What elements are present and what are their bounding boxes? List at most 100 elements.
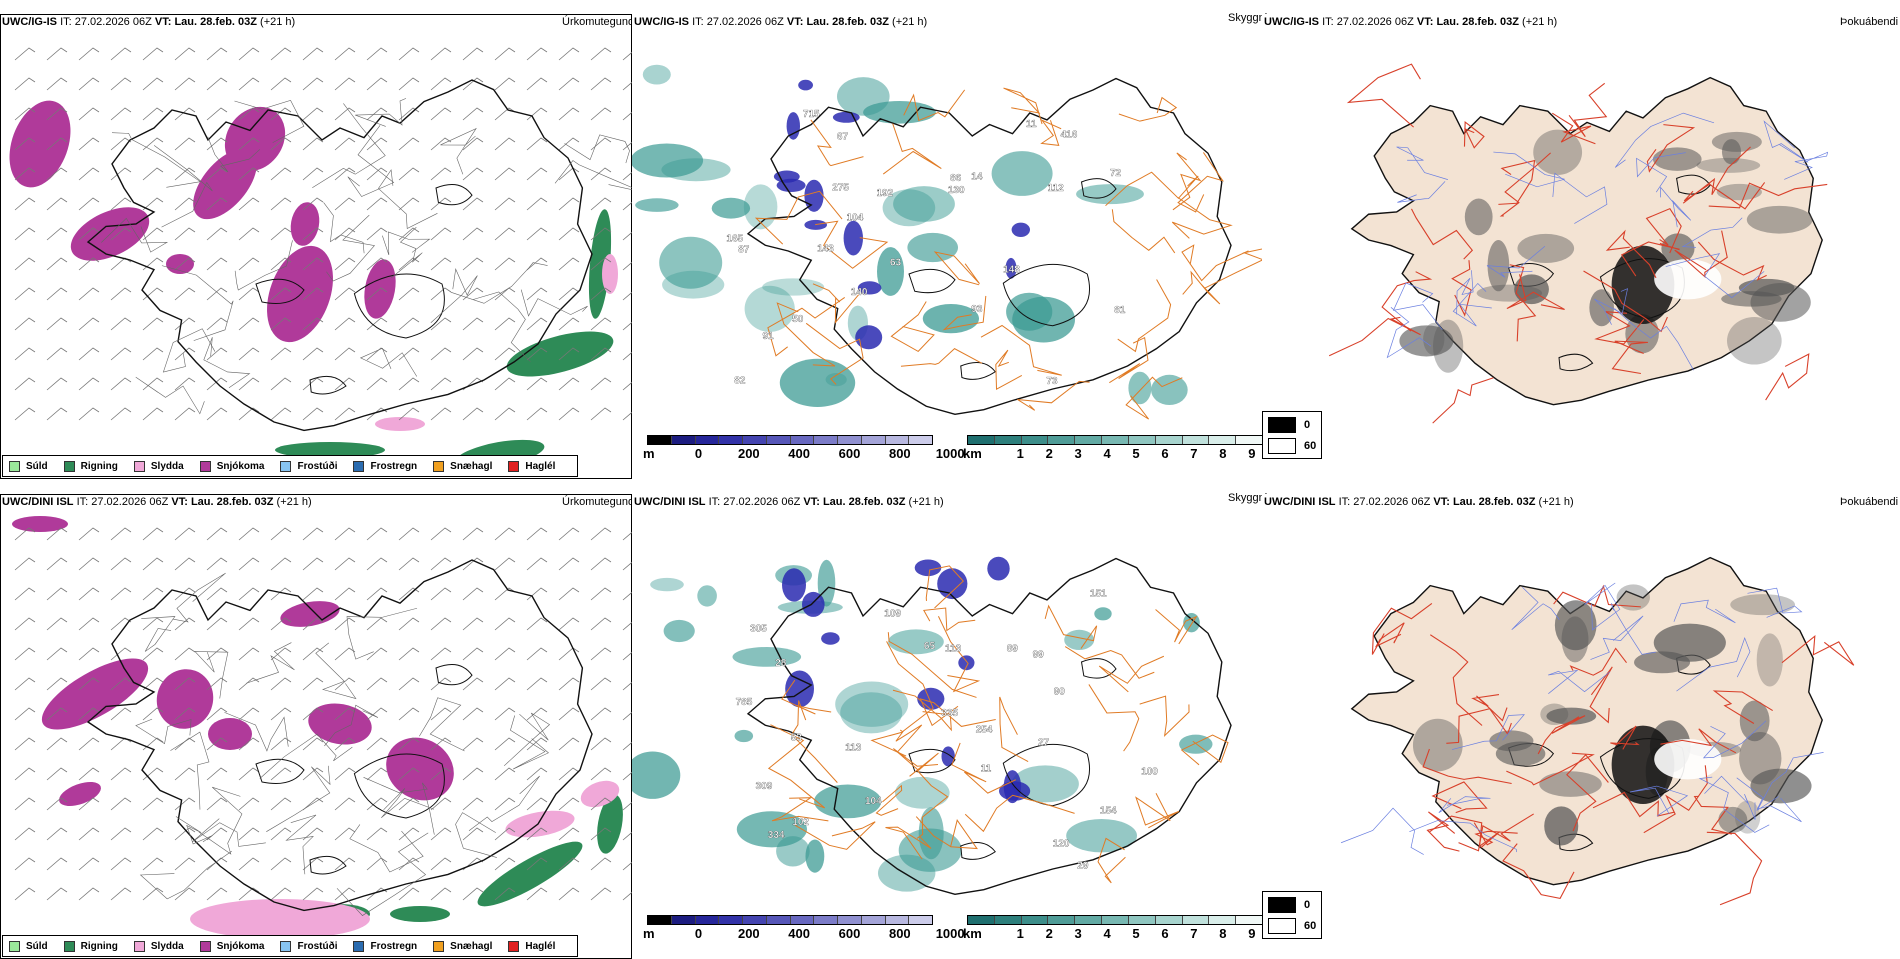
colorbar-unit: m [643, 926, 655, 941]
colorbar-cell [1075, 436, 1103, 444]
cloud-legend-value: 60 [1304, 920, 1317, 932]
colorbar-tick: 5 [1132, 926, 1140, 941]
colorbar-tick: 3 [1074, 446, 1082, 461]
legend-label: Frostúði [297, 460, 338, 472]
visibility-value-label: 90 [1054, 687, 1066, 698]
colorbar-cell [909, 916, 932, 924]
legend-label: Frostúði [297, 940, 338, 952]
visibility-value-label: 50 [792, 314, 804, 325]
cloud-legend-swatch [1268, 897, 1296, 913]
precip-type-legend: Súld Rigning Slydda Snjókoma Frostúði Frostre… [2, 455, 579, 477]
legend-swatch [433, 460, 445, 472]
visibility-colorbar-km: km12345678910 [963, 915, 1288, 941]
colorbar-unit: km [963, 446, 982, 461]
colorbar-tick: 5 [1132, 446, 1140, 461]
colorbar-tick: 2 [1045, 446, 1053, 461]
colorbar-cell [648, 436, 672, 444]
legend-swatch [280, 460, 292, 472]
cloud-legend-item: 0 [1268, 897, 1310, 913]
colorbar-tick: 1 [1016, 926, 1024, 941]
legend-item-snjókoma: Snjókoma [199, 460, 264, 472]
legend-label: Snjókoma [216, 940, 265, 952]
cloud-map [1262, 494, 1900, 959]
visibility-value-label: 14 [971, 171, 983, 182]
visibility-value-label: 120 [1053, 839, 1070, 850]
cloud-legend-item: 60 [1268, 918, 1316, 934]
visibility-value-label: 104 [865, 796, 882, 807]
colorbar-cell [719, 436, 743, 444]
panel-header: UWC/IG-IS IT: 27.02.2026 06Z VT: Lau. 28… [2, 16, 296, 28]
legend-swatch [199, 460, 211, 472]
panel-header: UWC/DINI ISL IT: 27.02.2026 06Z VT: Lau.… [2, 496, 312, 508]
visibility-value-label: 165 [726, 234, 743, 245]
legend-label: Slydda [150, 940, 184, 952]
visibility-value-label: 416 [1061, 130, 1078, 141]
colorbar-tick: 9 [1248, 446, 1256, 461]
cloud-panel: UWC/IG-IS IT: 27.02.2026 06Z VT: Lau. 28… [1262, 14, 1900, 479]
legend-swatch [508, 460, 520, 472]
visibility-value-label: 309 [756, 781, 773, 792]
legend-label: Snæhagl [450, 940, 493, 952]
colorbar-cell [861, 916, 886, 924]
colorbar-cell [861, 436, 886, 444]
visibility-value-label: 11 [981, 763, 992, 774]
colorbar-cell [648, 916, 672, 924]
visibility-value-label: 67 [837, 131, 849, 142]
colorbar-cell [1155, 916, 1183, 924]
colorbar-cell [1048, 436, 1076, 444]
colorbar-tick: 1000 [935, 926, 965, 941]
colorbar-cell [695, 436, 720, 444]
precip-type-panel: UWC/DINI ISL IT: 27.02.2026 06Z VT: Lau.… [0, 494, 634, 959]
visibility-value-label: 151 [1090, 589, 1107, 600]
cloud-legend-swatch [1268, 918, 1296, 934]
colorbar-tick: 400 [788, 926, 810, 941]
visibility-value-label: 93 [971, 304, 983, 315]
colorbar-cell [1128, 916, 1156, 924]
visibility-value-label: 275 [832, 183, 849, 194]
colorbar-cell [671, 916, 696, 924]
visibility-value-label: 254 [976, 725, 993, 736]
colorbar-tick: 3 [1074, 926, 1082, 941]
panel-title: Þokuábendi [1840, 496, 1899, 508]
visibility-value-label: 140 [851, 287, 868, 298]
visibility-value-label: 104 [847, 213, 864, 224]
colorbar-cell [790, 436, 815, 444]
visibility-panel: 416 192 148 130 91 86 93 14 104 140 715 275 165 143 11… [632, 12, 1267, 479]
legend-item-frostúði: Frostúði [280, 460, 338, 472]
legend-label: Frostregn [370, 460, 418, 472]
colorbar-tick: 2 [1045, 926, 1053, 941]
panel-header: UWC/IG-IS IT: 27.02.2026 06Z VT: Lau. 28… [634, 16, 928, 28]
colorbar-tick: 4 [1103, 926, 1111, 941]
legend-item-slydda: Slydda [133, 460, 184, 472]
visibility-map: 4161921481309186931410414071527516514311… [632, 14, 1262, 479]
legend-label: Rigning [80, 940, 118, 952]
panel-header: UWC/IG-IS IT: 27.02.2026 06Z VT: Lau. 28… [1264, 16, 1558, 28]
colorbar-cell [814, 916, 838, 924]
visibility-value-label: 72 [1110, 168, 1122, 179]
visibility-value-label: 192 [877, 188, 894, 199]
colorbar-cell [885, 916, 910, 924]
row-top: UWC/IG-IS IT: 27.02.2026 06Z VT: Lau. 28… [0, 12, 1900, 479]
legend-label: Súld [26, 940, 48, 952]
colorbar-cell [1209, 916, 1237, 924]
visibility-value-label: 130 [948, 185, 965, 196]
visibility-value-label: 113 [945, 643, 962, 654]
legend-label: Rigning [80, 460, 118, 472]
precip-type-legend: Súld Rigning Slydda Snjókoma Frostúði Frostre… [2, 935, 579, 957]
legend-swatch [9, 460, 20, 472]
visibility-value-label: 29 [1077, 861, 1089, 872]
colorbar-cell [790, 916, 815, 924]
visibility-colorbar-km: km12345678910 [963, 435, 1288, 461]
colorbar-tick: 6 [1161, 926, 1169, 941]
colorbar-cell [968, 916, 995, 924]
colorbar-tick: 4 [1103, 446, 1111, 461]
visibility-value-label: 86 [950, 173, 962, 184]
colorbar-tick: 800 [888, 926, 911, 941]
colorbar-unit: km [963, 926, 982, 941]
cloud-legend-value: 60 [1304, 440, 1317, 452]
panel-header: UWC/DINI ISL IT: 27.02.2026 06Z VT: Lau.… [1264, 496, 1574, 508]
colorbar-cell [968, 436, 995, 444]
legend-swatch [63, 460, 75, 472]
visibility-value-label: 81 [1114, 305, 1126, 316]
legend-item-snæhagl: Snæhagl [433, 460, 492, 472]
